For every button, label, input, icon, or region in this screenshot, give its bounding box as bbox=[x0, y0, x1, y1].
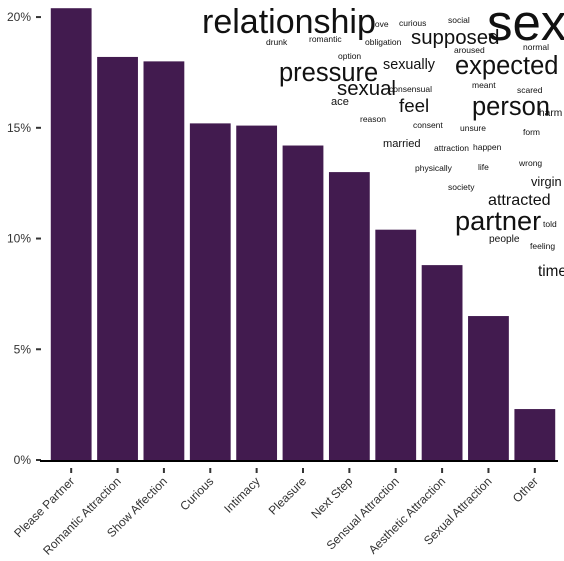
bar-aesthetic-attraction bbox=[421, 265, 463, 460]
x-tick-label: Next Step bbox=[308, 474, 355, 521]
cloud-word: feeling bbox=[530, 241, 556, 251]
cloud-word: harm bbox=[539, 108, 563, 119]
cloud-word: obligation bbox=[365, 37, 402, 47]
cloud-word: curious bbox=[399, 18, 427, 28]
x-tick-label: Pleasure bbox=[266, 474, 310, 518]
cloud-word: time bbox=[538, 263, 564, 280]
cloud-word: consensual bbox=[389, 84, 433, 94]
bars-group bbox=[50, 8, 556, 461]
cloud-word: form bbox=[523, 127, 540, 137]
x-tick-label: Aesthetic Attraction bbox=[366, 474, 449, 557]
cloud-word: normal bbox=[523, 42, 549, 52]
cloud-word: aroused bbox=[454, 45, 485, 55]
cloud-word: option bbox=[338, 51, 362, 61]
cloud-word: attraction bbox=[434, 143, 469, 153]
bar-show-affection bbox=[143, 61, 185, 461]
bar-sensual-attraction bbox=[375, 229, 417, 460]
cloud-word: ace bbox=[331, 96, 349, 108]
y-axis: 0% 5% 10% 15% 20% bbox=[7, 10, 41, 467]
bar-other bbox=[514, 409, 556, 460]
bar-romantic-attraction bbox=[97, 56, 138, 460]
cloud-word: social bbox=[448, 15, 470, 25]
bar-sexual-attraction bbox=[468, 316, 509, 460]
cloud-word: love bbox=[373, 19, 389, 29]
cloud-word: drunk bbox=[266, 37, 288, 47]
cloud-word: romantic bbox=[309, 34, 342, 44]
x-tick-label: Intimacy bbox=[221, 474, 262, 515]
cloud-word: told bbox=[543, 219, 557, 229]
cloud-word: people bbox=[489, 234, 520, 245]
bar-intimacy bbox=[236, 125, 278, 460]
cloud-word: supposed bbox=[411, 27, 500, 49]
cloud-word: feel bbox=[399, 95, 430, 116]
cloud-word: unsure bbox=[460, 123, 486, 133]
bar-curious bbox=[189, 123, 231, 460]
bar-pleasure bbox=[282, 145, 324, 460]
cloud-word: partner bbox=[455, 205, 542, 236]
cloud-word: happen bbox=[473, 142, 502, 152]
y-tick-label: 15% bbox=[7, 121, 31, 135]
x-tick-label: Romantic Attraction bbox=[40, 474, 123, 557]
x-tick-label: Curious bbox=[177, 474, 216, 513]
cloud-word: society bbox=[448, 182, 475, 192]
cloud-word: virgin bbox=[531, 174, 562, 189]
cloud-word: reason bbox=[360, 114, 386, 124]
cloud-word: sexual bbox=[337, 78, 396, 100]
bar-please-partner bbox=[50, 8, 92, 461]
cloud-word: married bbox=[383, 138, 421, 150]
cloud-word: life bbox=[478, 162, 489, 172]
cloud-word: sexually bbox=[383, 57, 435, 73]
y-tick-label: 10% bbox=[7, 232, 31, 246]
y-tick-label: 5% bbox=[14, 342, 32, 356]
cloud-word: consent bbox=[413, 120, 443, 130]
bar-next-step bbox=[328, 172, 370, 460]
cloud-word: meant bbox=[472, 80, 496, 90]
cloud-word: wrong bbox=[519, 158, 543, 168]
cloud-word: sex bbox=[487, 0, 564, 51]
cloud-word: attracted bbox=[488, 191, 551, 209]
x-tick-label: Other bbox=[510, 474, 541, 505]
y-tick-label: 20% bbox=[7, 10, 31, 24]
cloud-word: relationship bbox=[202, 3, 376, 41]
cloud-word: pressure bbox=[279, 59, 379, 87]
cloud-word: physically bbox=[415, 163, 452, 173]
cloud-word: person bbox=[472, 93, 550, 121]
cloud-word: expected bbox=[455, 52, 559, 80]
cloud-word: scared bbox=[517, 85, 543, 95]
y-tick-label: 0% bbox=[14, 453, 32, 467]
